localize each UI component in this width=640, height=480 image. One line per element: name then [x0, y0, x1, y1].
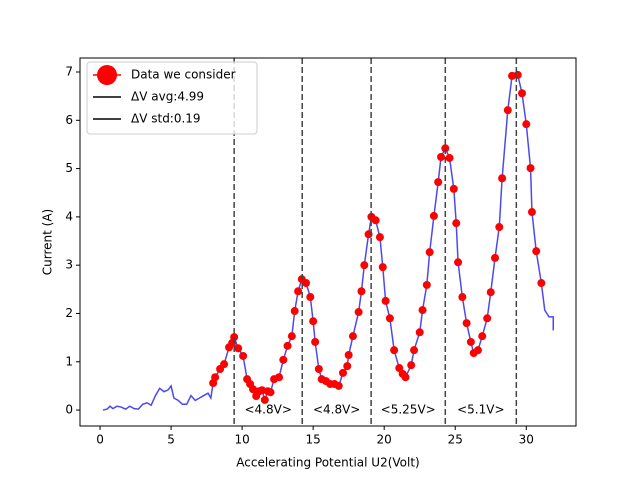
data-point [415, 328, 424, 337]
x-tick-label: 5 [167, 433, 175, 447]
legend-label: Data we consider [131, 68, 236, 82]
data-point [375, 233, 384, 242]
data-point [518, 89, 527, 98]
data-point [357, 287, 366, 296]
data-point [311, 337, 320, 346]
data-point [314, 365, 323, 374]
data-point [211, 373, 220, 382]
plot-frame [79, 57, 577, 427]
legend-marker [97, 65, 117, 85]
data-point [283, 341, 292, 350]
x-tick-label: 25 [448, 433, 463, 447]
data-point [287, 332, 296, 341]
annotation: <5.1V> [457, 403, 504, 417]
x-tick-label: 0 [96, 433, 104, 447]
data-point [454, 258, 463, 267]
data-point [220, 360, 229, 369]
data-point [466, 337, 475, 346]
y-tick-label: 3 [65, 258, 73, 272]
data-point [266, 388, 275, 397]
legend-label: ΔV std:0.19 [131, 112, 201, 126]
data-point [410, 346, 419, 355]
data-point [483, 314, 492, 323]
data-point [371, 216, 380, 225]
y-tick-label: 1 [65, 354, 73, 368]
x-tick-label: 15 [306, 433, 321, 447]
data-point [473, 346, 482, 355]
data-point [486, 288, 495, 297]
legend-box [86, 61, 258, 135]
data-point [478, 332, 487, 341]
data-point [527, 208, 536, 217]
data-point [395, 364, 404, 373]
data-point [425, 248, 434, 257]
data-point [343, 362, 352, 371]
data-point [360, 261, 369, 270]
x-tick-label: 10 [234, 433, 249, 447]
annotation: <4.8V> [313, 403, 360, 417]
x-tick-label: 30 [519, 433, 534, 447]
y-tick-label: 7 [65, 65, 73, 79]
y-tick-label: 4 [65, 209, 73, 223]
data-point [381, 296, 390, 305]
legend-label: ΔV avg:4.99 [131, 90, 204, 104]
data-point [338, 368, 347, 377]
annotation: <5.25V> [381, 403, 436, 417]
y-tick-label: 0 [65, 403, 73, 417]
data-point [239, 351, 248, 360]
data-point [445, 153, 454, 162]
data-point [407, 361, 416, 370]
data-point [348, 332, 357, 341]
y-tick-label: 2 [65, 306, 73, 320]
data-point [306, 293, 315, 302]
data-point [434, 178, 443, 187]
data-point [495, 223, 504, 232]
data-point [275, 373, 284, 382]
data-point [491, 253, 500, 262]
data-point [532, 247, 541, 256]
data-point [279, 355, 288, 364]
annotation: <4.8V> [244, 403, 291, 417]
data-point [234, 344, 243, 353]
y-tick-label: 5 [65, 161, 73, 175]
data-point [418, 306, 427, 315]
data-point [302, 279, 311, 288]
data-point [309, 317, 318, 326]
data-point [526, 164, 535, 173]
data-point [452, 219, 461, 228]
data-point [458, 293, 467, 302]
data-point [513, 70, 522, 79]
data-point [503, 106, 512, 115]
data-point [449, 184, 458, 193]
data-point [537, 279, 546, 288]
data-point [437, 153, 446, 162]
y-tick-label: 6 [65, 113, 73, 127]
data-point [354, 308, 363, 317]
data-point [401, 373, 410, 382]
data-point [294, 287, 303, 296]
data-point [249, 385, 258, 394]
data-point [378, 263, 387, 272]
data-point [522, 120, 531, 129]
y-axis-label: Current (A) [41, 209, 55, 275]
data-point [422, 280, 431, 289]
x-axis-label: Accelerating Potential U2(Volt) [236, 456, 419, 470]
data-point [260, 395, 269, 404]
data-point [429, 211, 438, 220]
data-point [290, 307, 299, 316]
data-point [462, 319, 471, 328]
data-point [390, 346, 399, 355]
data-point [498, 174, 507, 183]
x-tick-label: 20 [377, 433, 392, 447]
data-point [344, 351, 353, 360]
data-point [334, 381, 343, 390]
data-point [385, 314, 394, 323]
